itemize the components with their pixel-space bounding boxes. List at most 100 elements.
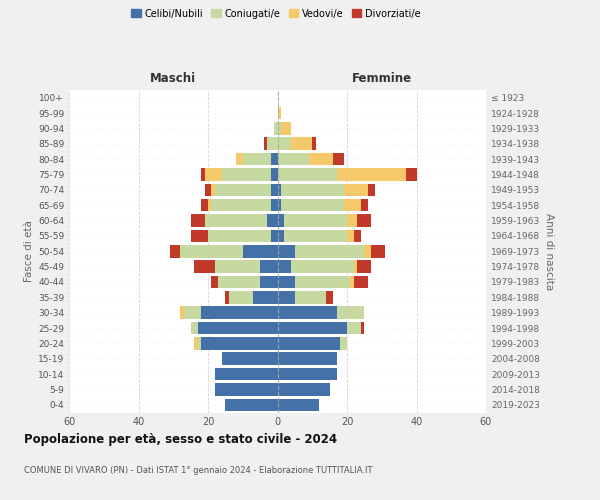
Bar [277,184,281,196]
Bar [226,291,229,304]
Bar [263,138,267,150]
Bar [243,153,271,166]
Bar [347,214,358,227]
Bar [337,306,364,319]
Bar [277,106,281,120]
Bar [277,122,281,134]
Bar [277,260,292,273]
Bar [271,168,277,181]
Bar [277,214,284,227]
Bar [197,337,201,349]
Bar [205,214,267,227]
Bar [344,199,361,211]
Bar [277,199,281,211]
Bar [180,306,184,319]
Bar [211,184,215,196]
Bar [271,199,277,211]
Bar [277,245,295,258]
Bar [226,398,277,411]
Bar [277,368,337,380]
Bar [281,122,292,134]
Bar [361,199,368,211]
Bar [222,168,271,181]
Bar [337,168,406,181]
Bar [284,230,347,242]
Bar [354,230,361,242]
Bar [267,214,277,227]
Bar [271,153,277,166]
Bar [236,153,243,166]
Bar [277,276,295,288]
Bar [277,291,295,304]
Bar [358,214,371,227]
Bar [277,383,329,396]
Bar [170,245,180,258]
Text: Popolazione per età, sesso e stato civile - 2024: Popolazione per età, sesso e stato civil… [24,432,337,446]
Bar [205,168,222,181]
Bar [309,153,333,166]
Legend: Celibi/Nubili, Coniugati/e, Vedovi/e, Divorziati/e: Celibi/Nubili, Coniugati/e, Vedovi/e, Di… [127,5,425,22]
Bar [406,168,416,181]
Bar [215,368,277,380]
Bar [260,276,277,288]
Bar [191,230,208,242]
Bar [295,245,364,258]
Bar [208,199,211,211]
Bar [215,184,271,196]
Bar [243,245,277,258]
Bar [277,352,337,365]
Bar [191,322,197,334]
Bar [180,245,243,258]
Bar [277,322,347,334]
Bar [277,337,340,349]
Bar [277,168,337,181]
Bar [271,230,277,242]
Bar [260,260,277,273]
Bar [274,122,277,134]
Bar [277,230,284,242]
Bar [215,260,260,273]
Bar [205,184,211,196]
Bar [218,276,260,288]
Bar [222,352,277,365]
Bar [215,383,277,396]
Bar [201,199,208,211]
Bar [284,214,347,227]
Bar [277,138,292,150]
Bar [281,199,344,211]
Bar [295,276,350,288]
Bar [201,168,205,181]
Bar [211,199,271,211]
Bar [354,260,358,273]
Bar [371,245,385,258]
Bar [281,184,344,196]
Bar [333,153,344,166]
Bar [277,306,337,319]
Y-axis label: Fasce di età: Fasce di età [24,220,34,282]
Bar [201,337,277,349]
Bar [326,291,333,304]
Bar [354,276,368,288]
Bar [295,291,326,304]
Bar [347,230,354,242]
Bar [368,184,375,196]
Bar [312,138,316,150]
Bar [292,138,312,150]
Bar [340,337,347,349]
Bar [358,260,371,273]
Bar [194,337,197,349]
Y-axis label: Anni di nascita: Anni di nascita [544,212,554,290]
Bar [292,260,354,273]
Text: Femmine: Femmine [352,72,412,86]
Bar [350,276,354,288]
Bar [364,245,371,258]
Text: COMUNE DI VIVARO (PN) - Dati ISTAT 1° gennaio 2024 - Elaborazione TUTTITALIA.IT: COMUNE DI VIVARO (PN) - Dati ISTAT 1° ge… [24,466,373,475]
Bar [267,138,277,150]
Bar [277,398,319,411]
Bar [191,214,205,227]
Bar [197,322,277,334]
Bar [361,322,364,334]
Text: Maschi: Maschi [150,72,196,86]
Bar [271,184,277,196]
Bar [229,291,253,304]
